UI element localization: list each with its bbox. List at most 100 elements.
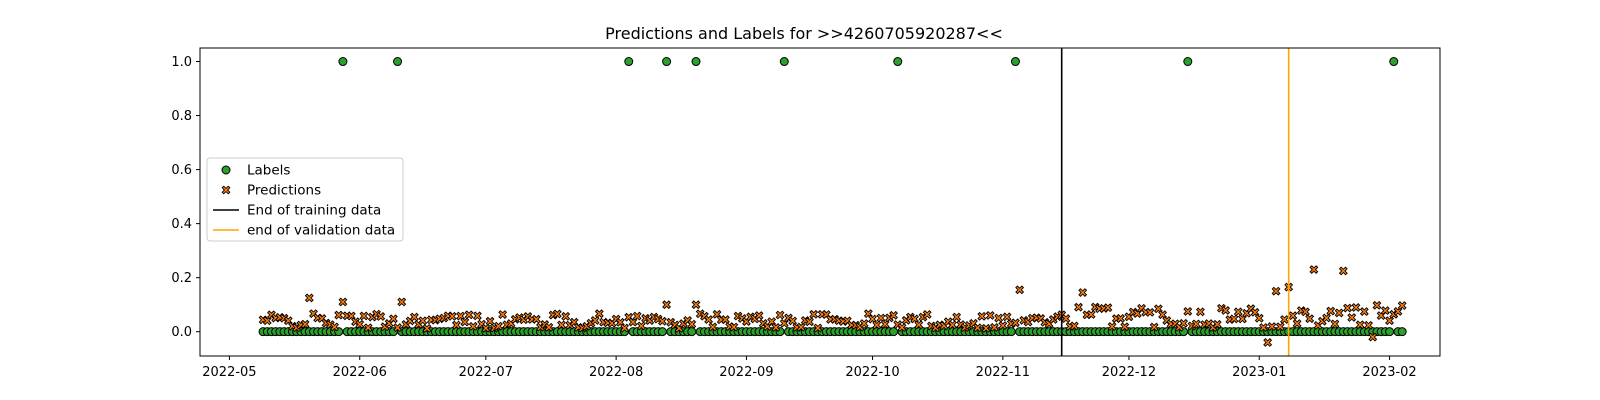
y-axis: 0.0 0.2 0.4 0.6 0.8 1.0 <box>171 55 200 340</box>
prediction-point <box>754 311 764 320</box>
prediction-point <box>1271 286 1281 296</box>
prediction-point <box>973 323 983 333</box>
legend-label: end of validation data <box>247 223 395 239</box>
prediction-point <box>1334 308 1344 318</box>
label-point <box>779 57 789 67</box>
prediction-point <box>1259 323 1268 332</box>
x-tick-label: 2022-07 <box>459 365 513 380</box>
prediction-point <box>594 309 604 319</box>
prediction-point <box>544 322 554 332</box>
y-tick-label: 0.2 <box>171 271 192 286</box>
prediction-point <box>859 319 869 328</box>
prediction-point <box>1305 314 1315 324</box>
prediction-point <box>485 316 495 326</box>
x-axis: 2022-05 2022-06 2022-07 2022-08 2022-09 2022-… <box>202 356 1417 380</box>
x-tick-label: 2023-01 <box>1232 365 1286 380</box>
prediction-point <box>657 316 667 326</box>
prediction-point <box>994 313 1004 323</box>
prediction-point <box>1078 288 1088 297</box>
prediction-point <box>1191 319 1201 329</box>
prediction-point <box>1347 313 1357 322</box>
x-tick-label: 2022-10 <box>845 365 899 380</box>
legend-label: End of training data <box>247 203 381 219</box>
prediction-point <box>620 323 629 333</box>
prediction-point <box>1120 322 1130 332</box>
prediction-point <box>531 314 541 324</box>
prediction-point <box>1002 312 1012 322</box>
prediction-point <box>552 309 562 319</box>
x-tick-label: 2022-06 <box>333 365 387 380</box>
prediction-point <box>632 311 642 321</box>
prediction-point <box>1351 303 1361 312</box>
prediction-point <box>1355 320 1365 330</box>
label-point <box>691 57 701 67</box>
prediction-point <box>1380 306 1390 316</box>
prediction-point <box>1292 319 1302 328</box>
prediction-point <box>363 323 373 333</box>
label-point <box>1397 327 1407 337</box>
prediction-point <box>1011 318 1020 328</box>
x-tick-label: 2022-08 <box>589 365 643 380</box>
x-tick-label: 2023-02 <box>1362 365 1416 380</box>
label-point <box>393 57 403 67</box>
prediction-point <box>561 311 571 321</box>
prediction-point <box>1301 307 1310 317</box>
prediction-point <box>1309 265 1319 274</box>
prediction-point <box>708 322 718 332</box>
legend-label: Labels <box>247 163 290 179</box>
prediction-point <box>981 323 991 333</box>
x-tick-label: 2022-05 <box>202 365 256 380</box>
prediction-point <box>1322 313 1331 323</box>
prediction-point <box>788 316 798 326</box>
prediction-point <box>1280 315 1289 324</box>
prediction-point <box>1221 306 1231 315</box>
prediction-point <box>388 314 398 324</box>
prediction-point <box>990 322 999 332</box>
prediction-point <box>947 320 957 330</box>
prediction-point <box>409 312 419 322</box>
label-point <box>662 57 672 67</box>
prediction-point <box>771 323 781 332</box>
prediction-point <box>704 315 714 325</box>
prediction-point <box>1179 318 1189 328</box>
prediction-point <box>494 321 503 331</box>
prediction-point <box>796 322 806 332</box>
prediction-point <box>1343 303 1352 313</box>
prediction-point <box>977 311 987 321</box>
prediction-point <box>897 323 907 332</box>
label-point <box>624 57 634 67</box>
x-tick-label: 2022-12 <box>1102 365 1156 380</box>
prediction-point <box>498 310 508 319</box>
prediction-point <box>1069 321 1079 331</box>
prediction-point <box>1107 322 1117 331</box>
legend-marker-labels <box>221 165 231 175</box>
prediction-point <box>813 323 823 333</box>
x-tick-label: 2022-11 <box>976 365 1030 380</box>
y-tick-label: 1.0 <box>171 55 192 70</box>
label-point <box>889 327 899 337</box>
prediction-point <box>1195 307 1205 317</box>
prediction-point <box>1254 313 1264 323</box>
prediction-point <box>1074 302 1083 312</box>
plot-frame <box>199 47 1441 357</box>
chart-title: Predictions and Labels for >>42607059202… <box>605 24 1003 43</box>
prediction-point <box>1385 316 1394 326</box>
label-point <box>1010 57 1020 67</box>
prediction-point <box>1267 322 1277 332</box>
legend-label: Predictions <box>247 183 321 199</box>
prediction-point <box>809 309 819 319</box>
prediction-point <box>1263 338 1273 347</box>
legend-marker-predictions <box>221 185 231 195</box>
prediction-point <box>1326 306 1336 316</box>
prediction-point <box>304 293 314 303</box>
x-tick-label: 2022-09 <box>719 365 773 380</box>
prediction-point <box>952 312 962 322</box>
prediction-point <box>590 315 600 325</box>
prediction-point <box>1275 322 1285 332</box>
prediction-point <box>720 315 730 325</box>
prediction-point <box>1330 319 1340 329</box>
prediction-point <box>687 319 697 329</box>
prediction-point <box>393 323 402 333</box>
label-point <box>687 327 697 337</box>
prediction-point <box>1372 300 1382 310</box>
